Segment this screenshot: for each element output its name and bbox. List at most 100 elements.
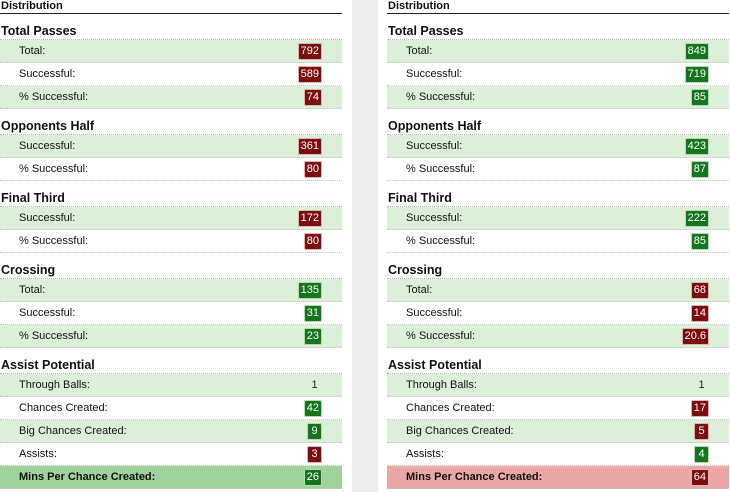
stat-label: Big Chances Created: (406, 425, 514, 437)
stat-row-total: Total: 849 (387, 40, 729, 63)
stat-label: % Successful: (406, 91, 476, 103)
stat-row-successful: % Successful: 80 (0, 158, 342, 181)
left-stats-panel: Distribution Total Passes Total: 792 Success… (0, 0, 342, 492)
stat-value-badge: 87 (690, 161, 709, 178)
stat-value-badge: 68 (690, 282, 709, 299)
stat-value-badge: 849 (684, 43, 709, 60)
section-total-passes: Total Passes Total: 792 Successful: 589 % Suc… (0, 22, 342, 109)
stat-row-big-chances-created: Big Chances Created: 9 (0, 420, 342, 443)
stat-label: Total: (406, 45, 433, 57)
stat-row-assists: Assists: 3 (0, 443, 342, 466)
stat-row-successful: % Successful: 80 (0, 230, 342, 253)
stat-value-badge: 361 (297, 138, 322, 155)
stat-label: Mins Per Chance Created: (19, 471, 156, 483)
stat-value-badge: 42 (303, 400, 322, 417)
stat-value-badge: 85 (690, 233, 709, 250)
stat-value-badge: 31 (303, 305, 322, 322)
stat-value-badge: 172 (297, 210, 322, 227)
section-assist-potential: Assist Potential Through Balls: 1 Chances C… (387, 356, 729, 489)
section-title: Final Third (387, 189, 729, 207)
stat-value-badge: 1 (698, 379, 705, 391)
stat-label: Successful: (19, 212, 76, 224)
stat-value-badge: 589 (297, 66, 322, 83)
stat-label: % Successful: (19, 235, 89, 247)
stat-row-through-balls: Through Balls: 1 (0, 374, 342, 397)
stat-row-successful: % Successful: 23 (0, 325, 342, 348)
stat-label: Successful: (406, 140, 463, 152)
stat-value-badge: 17 (690, 400, 709, 417)
stat-label: Mins Per Chance Created: (406, 471, 543, 483)
section-crossing: Crossing Total: 135 Successful: 31 % Successf… (0, 261, 342, 348)
stat-value-badge: 26 (303, 469, 322, 486)
stat-row-mins-per-chance-created: Mins Per Chance Created: 26 (0, 466, 342, 489)
stat-row-successful: % Successful: 74 (0, 86, 342, 109)
stat-value-badge: 20.6 (681, 328, 709, 345)
stat-row-successful: Successful: 423 (387, 135, 729, 158)
stat-row-big-chances-created: Big Chances Created: 5 (387, 420, 729, 443)
stat-row-through-balls: Through Balls: 1 (387, 374, 729, 397)
stat-value-badge: 135 (297, 282, 322, 299)
stat-row-successful: Successful: 719 (387, 63, 729, 86)
section-opponents-half: Opponents Half Successful: 423 % Successful… (387, 117, 729, 181)
stat-label: % Successful: (406, 235, 476, 247)
right-stats-panel: Distribution Total Passes Total: 849 Success… (387, 0, 729, 492)
stat-label: Assists: (406, 448, 444, 460)
section-crossing: Crossing Total: 68 Successful: 14 % Successfu… (387, 261, 729, 348)
stat-value-badge: 64 (690, 469, 709, 486)
section-final-third: Final Third Successful: 172 % Successful: 80 (0, 189, 342, 253)
stat-row-mins-per-chance-created: Mins Per Chance Created: 64 (387, 466, 729, 489)
stat-label: Successful: (406, 68, 463, 80)
section-assist-potential: Assist Potential Through Balls: 1 Chances C… (0, 356, 342, 489)
section-total-passes: Total Passes Total: 849 Successful: 719 % Suc… (387, 22, 729, 109)
stat-value-badge: 80 (303, 161, 322, 178)
section-title: Assist Potential (0, 356, 342, 374)
stat-label: Successful: (19, 307, 76, 319)
stat-label: Successful: (406, 307, 463, 319)
stat-value-badge: 719 (684, 66, 709, 83)
stat-label: % Successful: (19, 330, 89, 342)
stat-label: % Successful: (406, 163, 476, 175)
section-title: Total Passes (0, 22, 342, 40)
stat-label: Through Balls: (19, 379, 90, 391)
section-title: Opponents Half (387, 117, 729, 135)
stat-value-badge: 85 (690, 89, 709, 106)
stat-value-badge: 14 (690, 305, 709, 322)
section-title: Crossing (387, 261, 729, 279)
section-title: Final Third (0, 189, 342, 207)
stat-label: % Successful: (19, 163, 89, 175)
stat-label: Successful: (19, 140, 76, 152)
stat-row-chances-created: Chances Created: 17 (387, 397, 729, 420)
stat-row-successful: % Successful: 85 (387, 230, 729, 253)
section-final-third: Final Third Successful: 222 % Successful: 85 (387, 189, 729, 253)
stat-label: % Successful: (406, 330, 476, 342)
distribution-header: Distribution (387, 0, 729, 14)
section-title: Total Passes (387, 22, 729, 40)
stat-label: Total: (19, 284, 46, 296)
stat-label: Successful: (406, 212, 463, 224)
stat-row-total: Total: 68 (387, 279, 729, 302)
distribution-header: Distribution (0, 0, 342, 14)
stat-row-total: Total: 135 (0, 279, 342, 302)
stat-row-successful: Successful: 222 (387, 207, 729, 230)
stat-value-badge: 792 (297, 43, 322, 60)
stat-row-successful: Successful: 31 (0, 302, 342, 325)
section-title: Opponents Half (0, 117, 342, 135)
stat-label: % Successful: (19, 91, 89, 103)
panel-divider (352, 0, 378, 492)
stat-label: Successful: (19, 68, 76, 80)
stat-label: Total: (19, 45, 46, 57)
stat-label: Total: (406, 284, 433, 296)
stat-label: Through Balls: (406, 379, 477, 391)
stat-value-badge: 222 (684, 210, 709, 227)
section-title: Crossing (0, 261, 342, 279)
stat-value-badge: 423 (684, 138, 709, 155)
stat-value-badge: 23 (303, 328, 322, 345)
section-opponents-half: Opponents Half Successful: 361 % Successful… (0, 117, 342, 181)
stat-row-successful: % Successful: 87 (387, 158, 729, 181)
stat-value-badge: 3 (307, 446, 322, 463)
stat-row-successful: Successful: 172 (0, 207, 342, 230)
stat-value-badge: 4 (694, 446, 709, 463)
section-title: Assist Potential (387, 356, 729, 374)
stat-value-badge: 1 (311, 379, 318, 391)
stat-row-successful: Successful: 14 (387, 302, 729, 325)
